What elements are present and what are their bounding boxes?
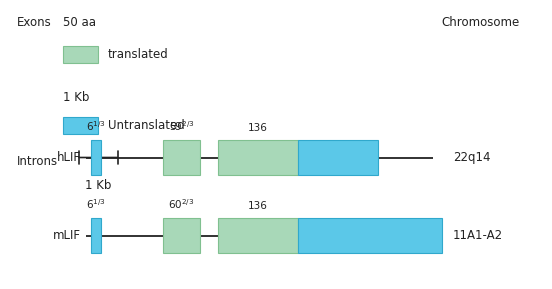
Bar [63,117,98,134]
Text: translated: translated [108,48,168,61]
Text: Chromosome: Chromosome [441,16,519,29]
Bar [298,140,378,175]
Text: 11A1-A2: 11A1-A2 [453,229,503,242]
Text: 136: 136 [248,123,268,133]
Text: 6$^{1/3}$: 6$^{1/3}$ [86,119,106,133]
Bar [163,218,200,253]
Text: 59$^{2/3}$: 59$^{2/3}$ [169,119,194,133]
Text: 50 aa: 50 aa [63,16,97,29]
Bar [91,218,101,253]
Bar [218,218,298,253]
Text: 60$^{2/3}$: 60$^{2/3}$ [168,197,195,211]
Bar [63,46,98,63]
Text: 6$^{1/3}$: 6$^{1/3}$ [86,197,106,211]
Text: hLIF: hLIF [57,151,81,164]
Bar [218,140,298,175]
Text: mLIF: mLIF [53,229,81,242]
Text: 136: 136 [248,201,268,211]
Text: Exons: Exons [17,16,51,29]
Text: 1 Kb: 1 Kb [85,179,112,192]
Bar [163,140,200,175]
Text: Introns: Introns [17,155,58,168]
Text: Untranslated: Untranslated [108,119,184,132]
Text: 22q14: 22q14 [453,151,490,164]
Bar [91,140,101,175]
Bar [298,218,442,253]
Text: 1 Kb: 1 Kb [63,91,90,104]
